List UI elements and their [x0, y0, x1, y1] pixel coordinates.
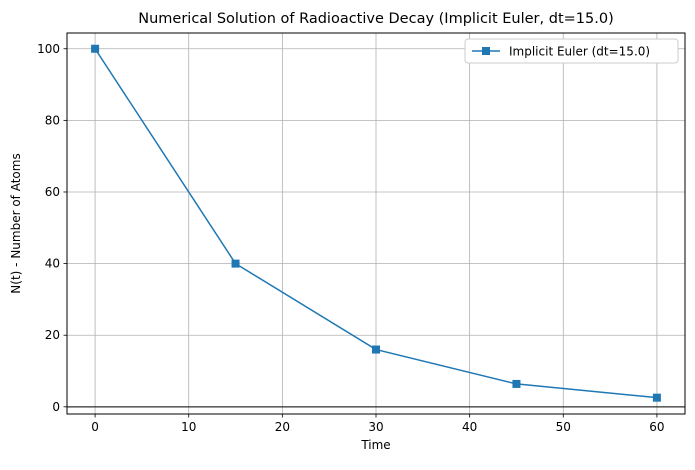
legend-marker — [482, 47, 490, 55]
series-layer — [91, 44, 661, 402]
legend: Implicit Euler (dt=15.0) — [464, 38, 679, 64]
y-tick-label: 0 — [52, 400, 60, 414]
x-tick-label: 60 — [649, 420, 664, 434]
data-point — [372, 345, 380, 354]
y-tick-label: 40 — [45, 257, 60, 271]
legend-entry: Implicit Euler (dt=15.0) — [509, 45, 650, 59]
data-point — [512, 379, 521, 388]
y-tick-label: 100 — [37, 42, 60, 56]
x-tick-label: 50 — [556, 420, 571, 434]
x-tick-label: 0 — [91, 420, 99, 434]
chart-title: Numerical Solution of Radioactive Decay … — [138, 11, 613, 27]
data-point — [231, 259, 240, 268]
y-tick-label: 20 — [45, 328, 60, 342]
data-point — [91, 44, 100, 53]
x-tick-label: 20 — [275, 420, 290, 434]
ticks: 0 10 20 30 40 50 60 0 20 40 60 80 100 — [37, 42, 664, 434]
x-tick-label: 10 — [181, 420, 196, 434]
y-tick-label: 80 — [45, 113, 60, 127]
x-tick-label: 30 — [368, 420, 383, 434]
x-axis-label: Time — [360, 438, 390, 452]
data-point — [652, 393, 661, 402]
y-axis-label: N(t) - Number of Atoms — [9, 153, 23, 293]
legend-box — [464, 38, 679, 64]
y-tick-label: 60 — [45, 185, 60, 199]
x-tick-label: 40 — [462, 420, 477, 434]
